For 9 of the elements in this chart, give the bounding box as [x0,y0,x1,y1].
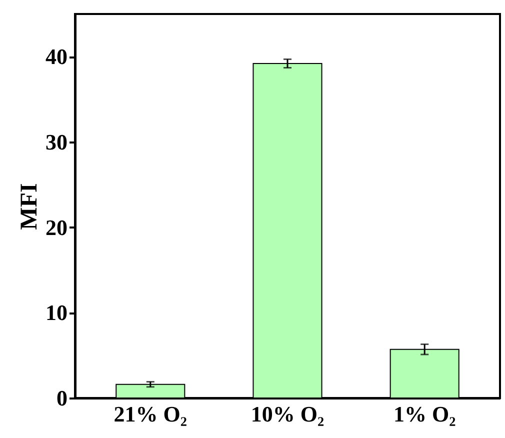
x-tick-label: 10% O₂ [250,402,325,426]
y-tick-label: 10 [46,300,68,326]
y-tick-label: 30 [46,130,68,154]
y-tick-label: 40 [46,44,68,70]
y-tick-label: 0 [56,386,68,410]
x-tick-label: 21% O₂ [114,402,188,426]
y-axis-title: MFI [16,183,42,230]
x-tick-label: 1% O₂ [393,402,456,426]
y-tick-label: 20 [46,214,68,240]
